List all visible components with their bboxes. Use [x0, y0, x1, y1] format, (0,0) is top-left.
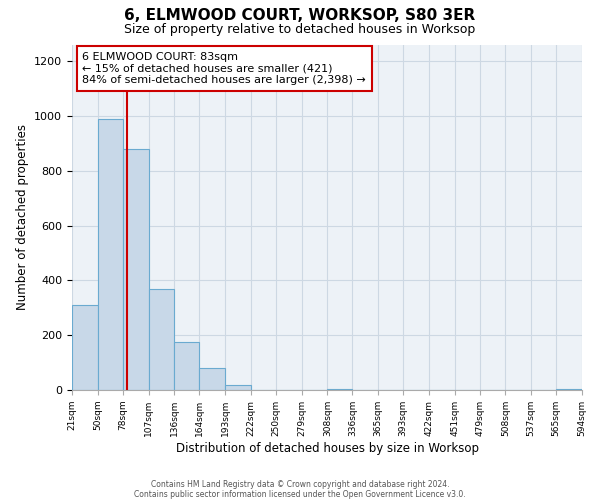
Bar	[199, 368, 225, 390]
Text: 6 ELMWOOD COURT: 83sqm
← 15% of detached houses are smaller (421)
84% of semi-de: 6 ELMWOOD COURT: 83sqm ← 15% of detached…	[82, 52, 366, 85]
Bar	[225, 384, 251, 390]
Bar	[556, 388, 582, 390]
Bar	[175, 342, 199, 390]
Bar	[98, 119, 123, 390]
Text: Contains HM Land Registry data © Crown copyright and database right 2024.
Contai: Contains HM Land Registry data © Crown c…	[134, 480, 466, 499]
Bar	[123, 149, 149, 390]
X-axis label: Distribution of detached houses by size in Worksop: Distribution of detached houses by size …	[176, 442, 479, 454]
Bar	[72, 305, 98, 390]
Bar	[328, 388, 352, 390]
Text: 6, ELMWOOD COURT, WORKSOP, S80 3ER: 6, ELMWOOD COURT, WORKSOP, S80 3ER	[124, 8, 476, 22]
Text: Size of property relative to detached houses in Worksop: Size of property relative to detached ho…	[124, 22, 476, 36]
Y-axis label: Number of detached properties: Number of detached properties	[16, 124, 29, 310]
Bar	[149, 288, 175, 390]
